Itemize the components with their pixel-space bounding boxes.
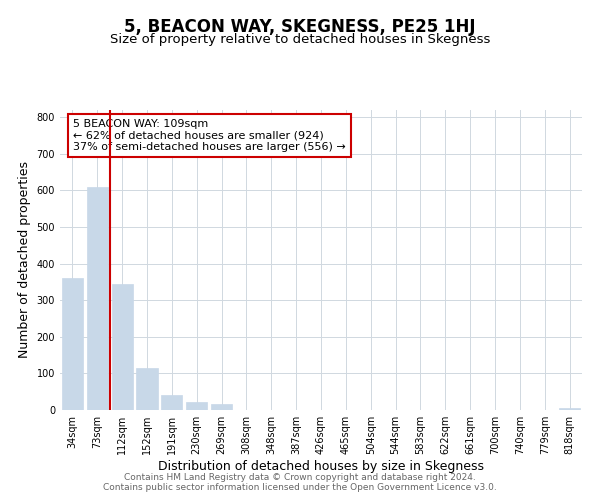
Bar <box>559 408 580 410</box>
Text: Contains HM Land Registry data © Crown copyright and database right 2024.: Contains HM Land Registry data © Crown c… <box>124 472 476 482</box>
Bar <box>136 368 158 410</box>
Bar <box>112 284 133 410</box>
Y-axis label: Number of detached properties: Number of detached properties <box>18 162 31 358</box>
X-axis label: Distribution of detached houses by size in Skegness: Distribution of detached houses by size … <box>158 460 484 473</box>
Bar <box>87 187 108 410</box>
Bar <box>62 278 83 410</box>
Text: Contains public sector information licensed under the Open Government Licence v3: Contains public sector information licen… <box>103 484 497 492</box>
Bar <box>186 402 207 410</box>
Text: 5, BEACON WAY, SKEGNESS, PE25 1HJ: 5, BEACON WAY, SKEGNESS, PE25 1HJ <box>124 18 476 36</box>
Bar <box>161 396 182 410</box>
Bar <box>211 404 232 410</box>
Text: Size of property relative to detached houses in Skegness: Size of property relative to detached ho… <box>110 32 490 46</box>
Text: 5 BEACON WAY: 109sqm
← 62% of detached houses are smaller (924)
37% of semi-deta: 5 BEACON WAY: 109sqm ← 62% of detached h… <box>73 119 346 152</box>
